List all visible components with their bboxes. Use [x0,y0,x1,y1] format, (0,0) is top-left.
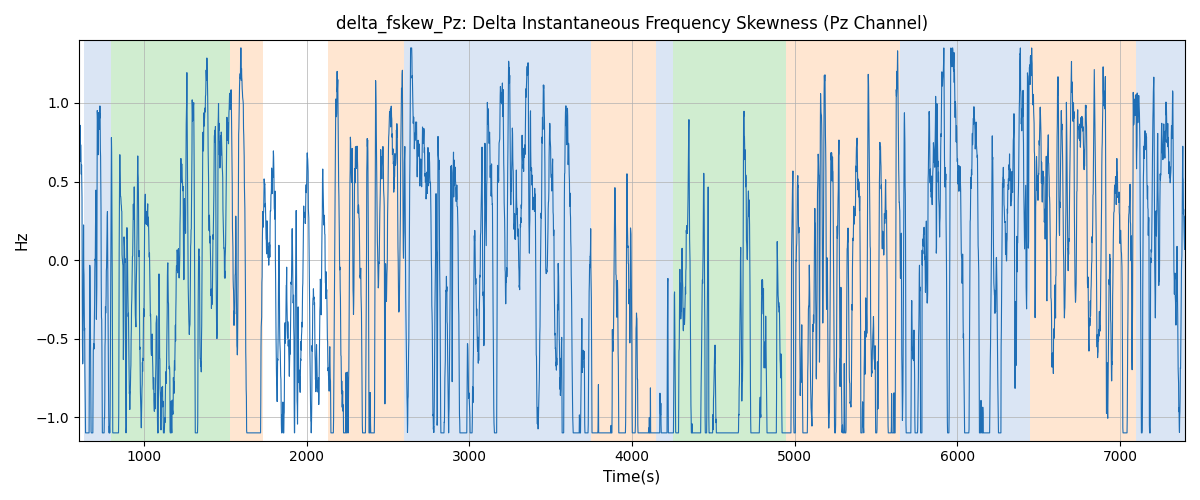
Bar [1136,40,1186,440]
Bar [404,40,592,440]
Title: delta_fskew_Pz: Delta Instantaneous Frequency Skewness (Pz Channel): delta_fskew_Pz: Delta Instantaneous Freq… [336,15,928,34]
Bar [230,40,263,440]
Bar [328,40,404,440]
Bar [656,40,673,440]
Bar [673,40,786,440]
Y-axis label: Hz: Hz [14,230,30,250]
Bar [900,40,1031,440]
Bar [592,40,656,440]
Bar [84,40,112,440]
Bar [786,40,900,440]
Bar [112,40,230,440]
X-axis label: Time(s): Time(s) [604,470,660,485]
Bar [1031,40,1136,440]
